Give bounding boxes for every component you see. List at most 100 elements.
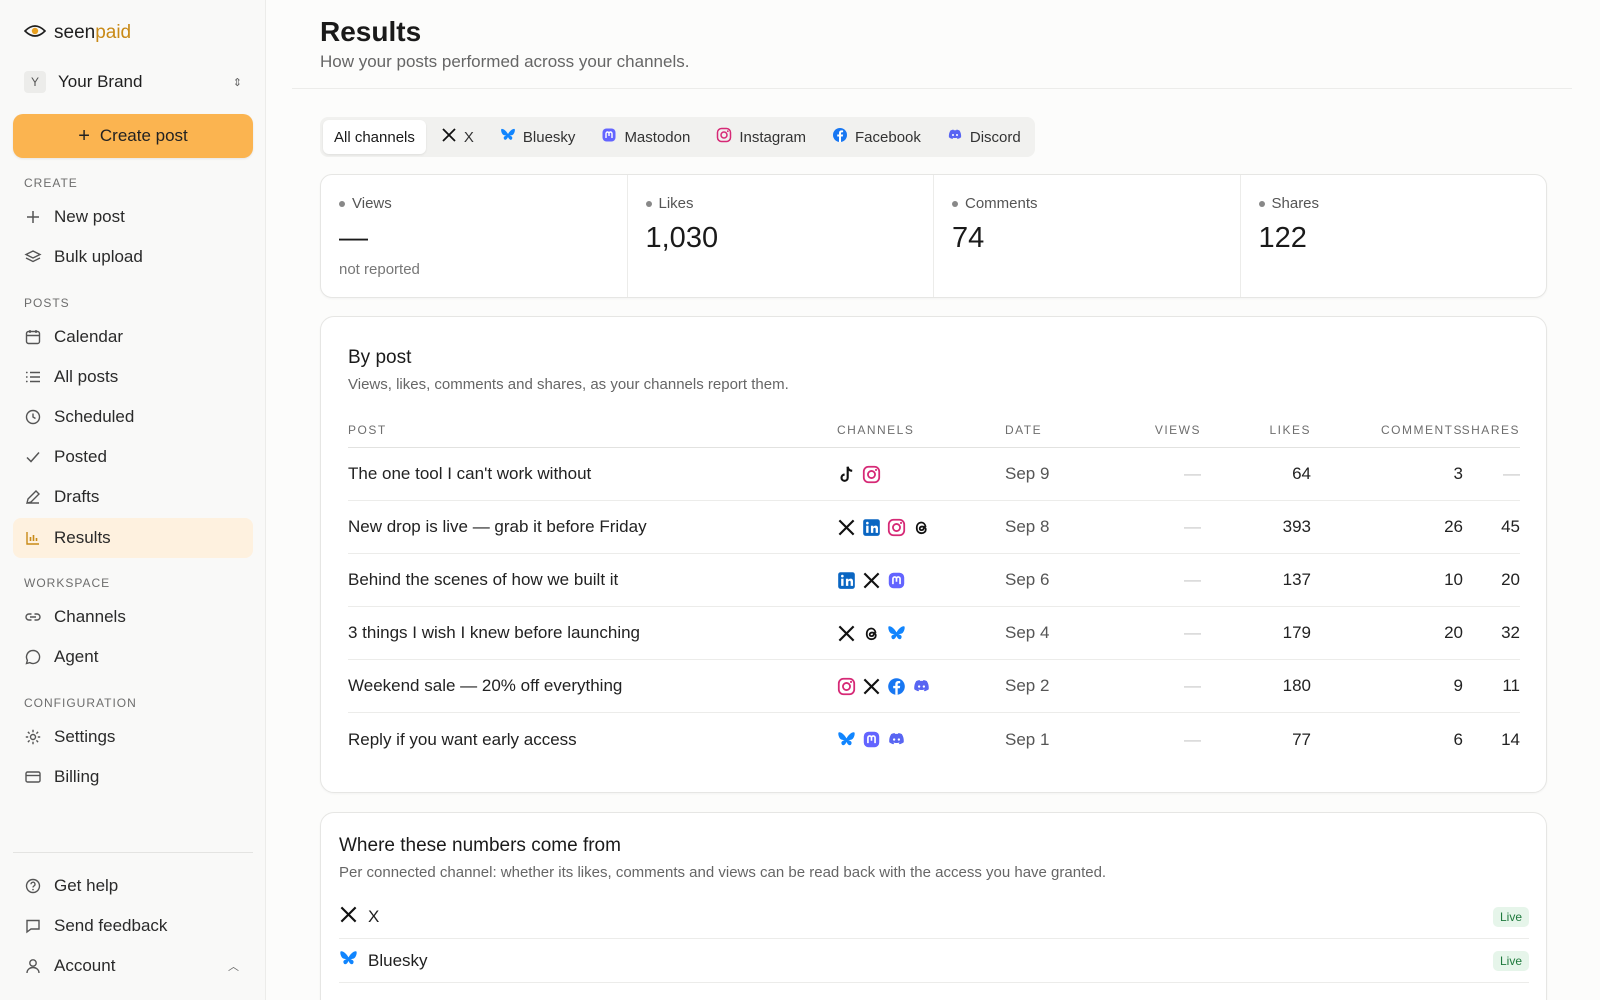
mastodon-icon <box>862 730 881 749</box>
main-content: Results How your posts performed across … <box>266 0 1600 1000</box>
sidebar-item-get-help[interactable]: Get help <box>13 866 253 906</box>
post-views: — <box>1184 464 1201 483</box>
source-row-x[interactable]: X Live <box>339 895 1529 939</box>
sidebar-item-channels[interactable]: Channels <box>13 597 253 637</box>
by-post-subtitle: Views, likes, comments and shares, as yo… <box>348 376 789 393</box>
pencil-icon <box>24 488 42 506</box>
bullet-dot-icon <box>645 200 652 207</box>
source-name: X <box>368 906 380 926</box>
create-post-button[interactable]: + Create post <box>13 114 253 158</box>
chevron-updown-icon: ⇕ <box>232 76 242 89</box>
logo-text-paid: paid <box>95 22 132 43</box>
table-row[interactable]: New drop is live — grab it before Friday… <box>348 501 1520 554</box>
user-icon <box>24 957 42 975</box>
post-channels <box>837 660 987 712</box>
threads-icon <box>862 624 881 643</box>
sidebar-item-new-post[interactable]: New post <box>13 197 253 237</box>
section-create: CREATE <box>24 176 78 190</box>
post-title[interactable]: Weekend sale — 20% off everything <box>348 676 623 695</box>
bluesky-icon <box>887 624 906 643</box>
table-row[interactable]: The one tool I can't work without Sep 9 — 6… <box>348 448 1520 501</box>
column-header-likes[interactable]: LIKES <box>1269 422 1311 437</box>
post-channels <box>837 501 987 553</box>
plus-icon: + <box>78 124 90 147</box>
tab-bluesky[interactable]: Bluesky <box>489 120 587 154</box>
brand-switcher[interactable]: Y Your Brand ⇕ <box>24 70 242 94</box>
post-channels <box>837 607 987 659</box>
post-title[interactable]: Reply if you want early access <box>348 729 577 749</box>
stat-shares: Shares 122 <box>1241 175 1547 297</box>
bullet-dot-icon <box>1258 200 1265 207</box>
stat-label: Views <box>352 195 392 212</box>
source-name: Bluesky <box>368 950 428 970</box>
sidebar-item-label: New post <box>54 207 125 226</box>
table-row[interactable]: Weekend sale — 20% off everything Sep 2 — 1… <box>348 660 1520 713</box>
status-badge: Live <box>1492 906 1529 927</box>
tab-mastodon[interactable]: Mastodon <box>590 120 701 154</box>
tab-discord[interactable]: Discord <box>936 120 1032 154</box>
sidebar-item-results[interactable]: Results <box>13 518 253 558</box>
tab-x[interactable]: X <box>430 120 485 154</box>
table-row[interactable]: 3 things I wish I knew before launching S… <box>348 607 1520 660</box>
post-date: Sep 6 <box>1005 570 1050 589</box>
logo[interactable]: seenpaid <box>23 22 132 44</box>
sidebar-item-label: Channels <box>54 607 126 626</box>
chat-bubble-icon <box>24 648 42 666</box>
column-header-date[interactable]: DATE <box>1005 422 1043 437</box>
sidebar-item-posted[interactable]: Posted <box>13 437 253 477</box>
post-likes: 179 <box>1282 623 1311 642</box>
sidebar-item-calendar[interactable]: Calendar <box>13 317 253 357</box>
column-header-comments[interactable]: COMMENTS <box>1381 422 1463 437</box>
post-likes: 77 <box>1292 729 1311 749</box>
post-title[interactable]: New drop is live — grab it before Friday <box>348 517 647 536</box>
sidebar-item-scheduled[interactable]: Scheduled <box>13 397 253 437</box>
table-row[interactable]: Reply if you want early access Sep 1 — 77 6 1… <box>348 713 1520 766</box>
sidebar-item-label: Scheduled <box>54 407 135 426</box>
sidebar-item-agent[interactable]: Agent <box>13 637 253 677</box>
tab-all-channels[interactable]: All channels <box>323 120 426 154</box>
sidebar-item-label: All posts <box>54 367 119 386</box>
x-icon <box>837 518 856 537</box>
column-header-views[interactable]: VIEWS <box>1154 422 1201 437</box>
column-header-post[interactable]: POST <box>348 422 387 437</box>
sidebar-item-settings[interactable]: Settings <box>13 717 253 757</box>
sidebar-item-label: Account <box>54 956 116 975</box>
column-header-channels[interactable]: CHANNELS <box>837 422 915 437</box>
tiktok-icon <box>837 465 856 484</box>
post-channels <box>837 554 987 606</box>
chevron-up-icon: ︿ <box>228 961 239 973</box>
post-title[interactable]: The one tool I can't work without <box>348 464 592 483</box>
post-views: — <box>1184 570 1201 589</box>
tab-label: Facebook <box>855 128 921 146</box>
sidebar-item-send-feedback[interactable]: Send feedback <box>13 906 253 946</box>
instagram-icon <box>837 677 856 696</box>
tab-facebook[interactable]: Facebook <box>821 120 932 154</box>
check-icon <box>24 448 42 466</box>
post-title[interactable]: Behind the scenes of how we built it <box>348 570 619 589</box>
post-comments: 3 <box>1453 464 1463 483</box>
sidebar-item-drafts[interactable]: Drafts <box>13 477 253 517</box>
credit-card-icon <box>24 768 42 786</box>
sidebar-item-all-posts[interactable]: All posts <box>13 357 253 397</box>
source-row-bluesky[interactable]: Bluesky Live <box>339 939 1529 983</box>
facebook-icon <box>832 127 848 147</box>
post-likes: 180 <box>1282 676 1311 695</box>
sidebar-item-bulk-upload[interactable]: Bulk upload <box>13 237 253 277</box>
by-post-title: By post <box>348 347 412 368</box>
post-likes: 64 <box>1292 464 1311 483</box>
instagram-icon <box>862 465 881 484</box>
tab-label: Mastodon <box>624 128 691 146</box>
post-title[interactable]: 3 things I wish I knew before launching <box>348 623 641 642</box>
stat-label: Likes <box>658 195 694 212</box>
by-post-card: By post Views, likes, comments and share… <box>320 316 1547 793</box>
status-badge: Live <box>1492 950 1529 971</box>
sidebar-item-billing[interactable]: Billing <box>13 757 253 797</box>
column-header-shares[interactable]: SHARES <box>1461 422 1520 437</box>
post-date: Sep 8 <box>1005 517 1050 536</box>
sources-subtitle: Per connected channel: whether its likes… <box>339 864 1107 881</box>
table-row[interactable]: Behind the scenes of how we built it Sep … <box>348 554 1520 607</box>
channel-tabs: All channels X Bluesky Mastodon Instagra… <box>320 117 1035 157</box>
stat-label: Shares <box>1271 195 1320 212</box>
sidebar-item-account[interactable]: Account ︿ <box>13 946 253 986</box>
tab-instagram[interactable]: Instagram <box>705 120 817 154</box>
